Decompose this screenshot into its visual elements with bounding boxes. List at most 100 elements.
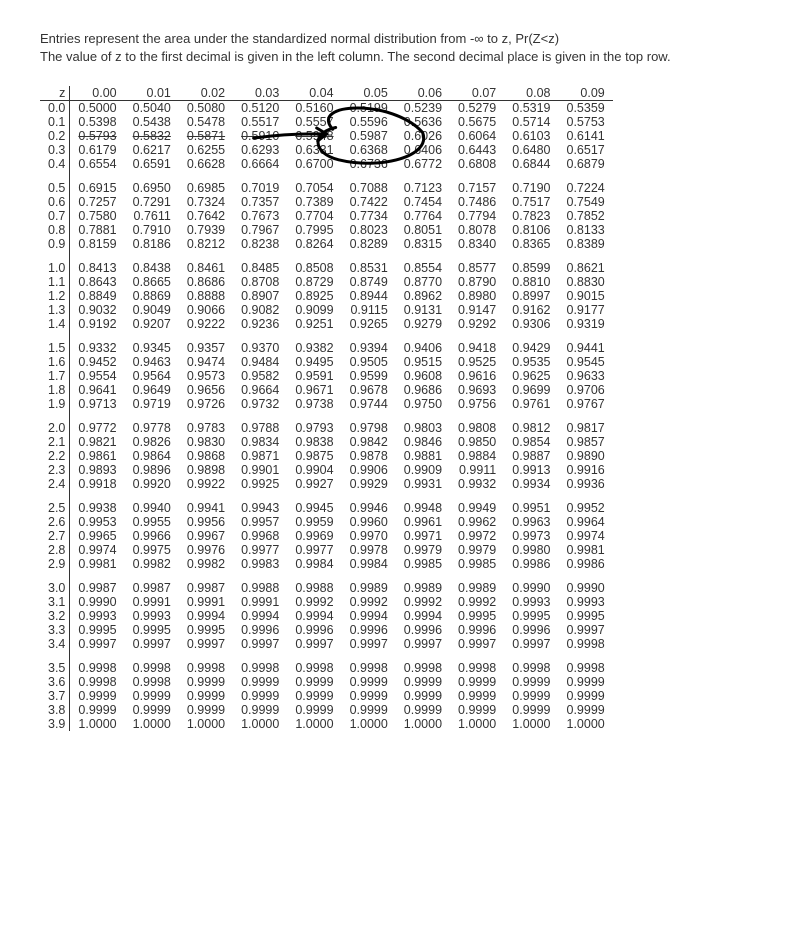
cell: 0.9664 <box>233 383 287 397</box>
cell: 0.9846 <box>396 435 450 449</box>
cell: 0.9999 <box>450 689 504 703</box>
cell: 0.9993 <box>504 595 558 609</box>
cell: 0.6217 <box>125 143 179 157</box>
cell: 0.8461 <box>179 261 233 275</box>
cell: 0.9999 <box>287 675 341 689</box>
cell: 0.9906 <box>342 463 396 477</box>
cell: 0.9999 <box>396 675 450 689</box>
cell: 0.5478 <box>179 115 233 129</box>
cell: 0.9978 <box>342 543 396 557</box>
cell: 0.9854 <box>504 435 558 449</box>
cell: 0.9999 <box>179 703 233 717</box>
cell: 0.7517 <box>504 195 558 209</box>
cell: 0.9474 <box>179 355 233 369</box>
cell: 0.8315 <box>396 237 450 261</box>
cell: 0.7823 <box>504 209 558 223</box>
cell: 0.8365 <box>504 237 558 261</box>
cell: 0.8599 <box>504 261 558 275</box>
cell: 0.9934 <box>504 477 558 501</box>
cell: 0.8729 <box>287 275 341 289</box>
cell: 0.9418 <box>450 341 504 355</box>
cell: 0.9803 <box>396 421 450 435</box>
cell: 0.9998 <box>179 661 233 675</box>
cell: 0.9484 <box>233 355 287 369</box>
cell: 0.9429 <box>504 341 558 355</box>
cell: 0.6293 <box>233 143 287 157</box>
cell: 0.5675 <box>450 115 504 129</box>
row-label: 1.5 <box>40 341 70 355</box>
cell: 0.9306 <box>504 317 558 341</box>
cell: 0.9901 <box>233 463 287 477</box>
cell: 0.9147 <box>450 303 504 317</box>
table-wrapper: z0.000.010.020.030.040.050.060.070.080.0… <box>40 86 760 731</box>
row-label: 1.6 <box>40 355 70 369</box>
row-label: 0.1 <box>40 115 70 129</box>
cell: 0.9998 <box>125 661 179 675</box>
cell: 0.9989 <box>396 581 450 595</box>
cell: 0.9904 <box>287 463 341 477</box>
cell: 0.9999 <box>504 675 558 689</box>
cell: 0.9998 <box>504 661 558 675</box>
cell: 1.0000 <box>179 717 233 731</box>
cell: 0.9952 <box>559 501 613 515</box>
cell: 0.9995 <box>504 609 558 623</box>
cell: 0.9370 <box>233 341 287 355</box>
cell: 0.9985 <box>450 557 504 581</box>
cell: 0.5948 <box>287 129 341 143</box>
cell: 0.9994 <box>287 609 341 623</box>
cell: 0.9834 <box>233 435 287 449</box>
cell: 0.8790 <box>450 275 504 289</box>
row-label: 0.4 <box>40 157 70 181</box>
col-header-5: 0.05 <box>342 86 396 101</box>
cell: 0.7704 <box>287 209 341 223</box>
cell: 0.9984 <box>342 557 396 581</box>
cell: 0.7123 <box>396 181 450 195</box>
cell: 0.9993 <box>125 609 179 623</box>
cell: 0.7454 <box>396 195 450 209</box>
cell: 0.9656 <box>179 383 233 397</box>
cell: 0.9911 <box>450 463 504 477</box>
cell: 0.9959 <box>287 515 341 529</box>
cell: 0.9495 <box>287 355 341 369</box>
cell: 0.8849 <box>70 289 125 303</box>
cell: 0.9686 <box>396 383 450 397</box>
cell: 0.7673 <box>233 209 287 223</box>
cell: 0.5239 <box>396 101 450 116</box>
cell: 0.9977 <box>287 543 341 557</box>
cell: 0.9999 <box>342 675 396 689</box>
cell: 0.9999 <box>125 703 179 717</box>
cell: 0.9896 <box>125 463 179 477</box>
cell: 0.9987 <box>179 581 233 595</box>
cell: 0.9999 <box>233 703 287 717</box>
cell: 0.9525 <box>450 355 504 369</box>
cell: 0.9767 <box>559 397 613 421</box>
cell: 1.0000 <box>125 717 179 731</box>
cell: 0.8944 <box>342 289 396 303</box>
cell: 0.9995 <box>70 623 125 637</box>
cell: 0.7422 <box>342 195 396 209</box>
cell: 0.9975 <box>125 543 179 557</box>
cell: 1.0000 <box>450 717 504 731</box>
cell: 0.9987 <box>70 581 125 595</box>
cell: 0.9817 <box>559 421 613 435</box>
cell: 0.9997 <box>342 637 396 661</box>
row-label: 0.8 <box>40 223 70 237</box>
cell: 0.9756 <box>450 397 504 421</box>
cell: 0.7794 <box>450 209 504 223</box>
cell: 0.8485 <box>233 261 287 275</box>
cell: 0.9998 <box>70 661 125 675</box>
cell: 0.5359 <box>559 101 613 116</box>
cell: 0.8665 <box>125 275 179 289</box>
cell: 0.6255 <box>179 143 233 157</box>
cell: 0.7611 <box>125 209 179 223</box>
cell: 0.9049 <box>125 303 179 317</box>
cell: 0.9732 <box>233 397 287 421</box>
cell: 0.9922 <box>179 477 233 501</box>
cell: 0.9994 <box>233 609 287 623</box>
row-label: 2.9 <box>40 557 70 581</box>
cell: 0.6517 <box>559 143 613 157</box>
cell: 0.9778 <box>125 421 179 435</box>
cell: 0.9999 <box>504 703 558 717</box>
cell: 0.9992 <box>396 595 450 609</box>
cell: 0.9998 <box>559 637 613 661</box>
